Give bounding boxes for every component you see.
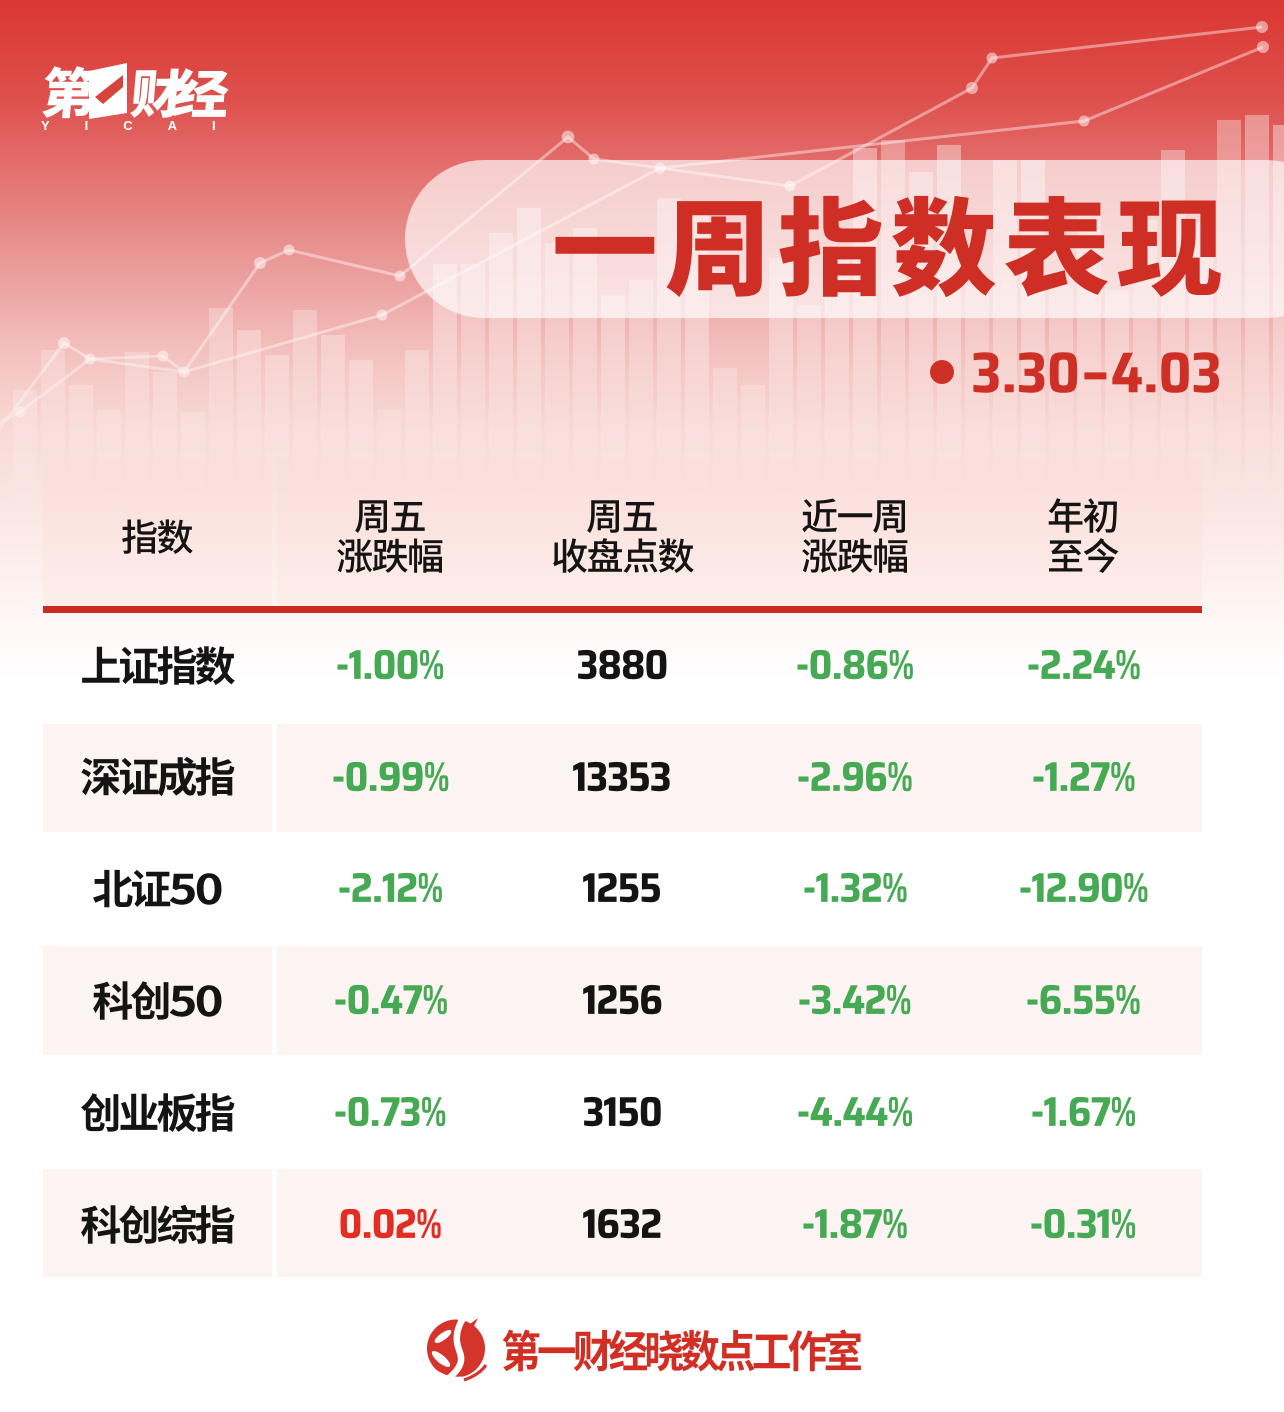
svg-text:YICAI: YICAI [41, 118, 251, 133]
